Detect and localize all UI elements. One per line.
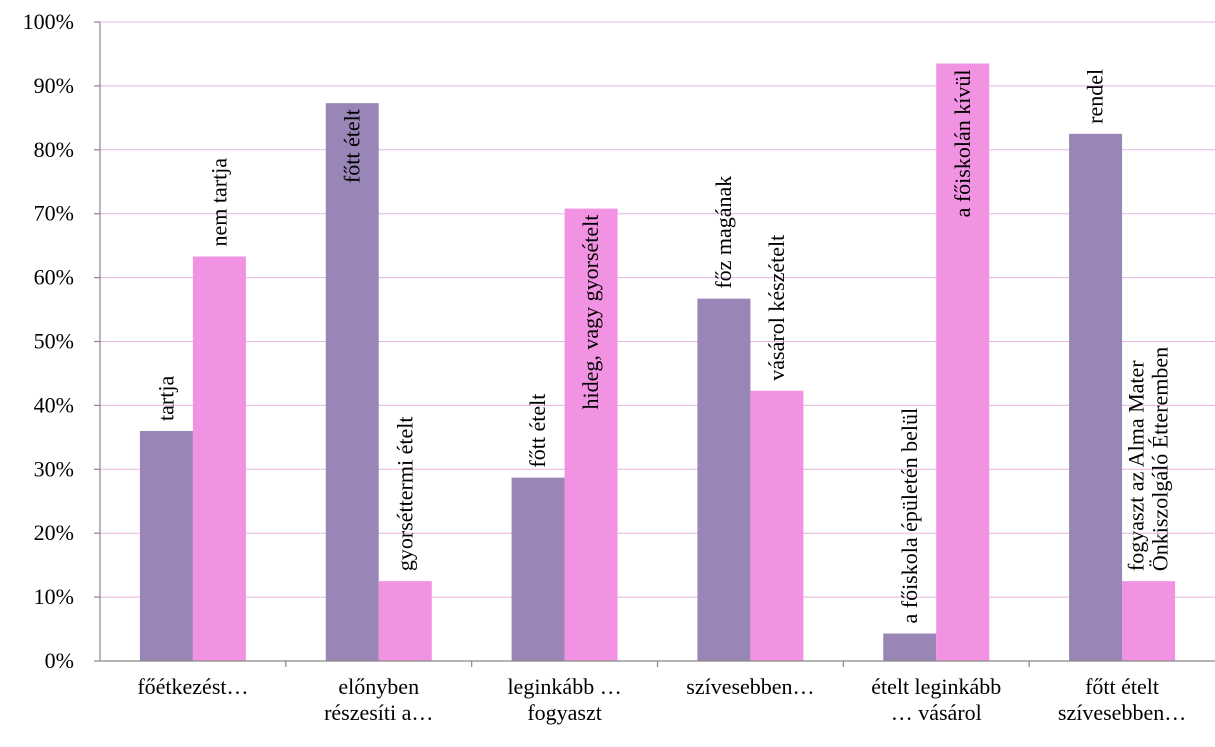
x-tick-label-line: fogyaszt: [527, 700, 602, 725]
bar: [1069, 133, 1123, 661]
x-tick-label-line: főtt ételt: [1085, 674, 1159, 699]
bar-data-label-line: főtt ételt: [339, 109, 364, 183]
bar-data-label-line: Önkiszolgáló Étteremben: [1148, 347, 1173, 571]
x-tick-label: előnyben részesíti a…: [324, 674, 433, 725]
y-tick-label: 90%: [34, 73, 74, 98]
y-tick-label: 10%: [34, 584, 74, 609]
x-tick-label: ételt leginkább… vásárol: [871, 674, 1001, 725]
bar: [1122, 581, 1176, 661]
bar-data-label-line: tartja: [153, 376, 178, 421]
bar-data-label: a főiskolán kívül: [950, 70, 975, 218]
y-tick-label: 40%: [34, 392, 74, 417]
x-tick-labels: főétkezést… előnyben részesíti a… leginkább…: [137, 674, 1186, 725]
y-tick-label: 0%: [45, 648, 74, 673]
bar-labels: tartja főtt ételt főtt ételt főz magának a f…: [153, 69, 1172, 624]
y-tick-label: 100%: [23, 9, 74, 34]
bar-data-label: tartja: [153, 376, 178, 421]
bar-data-label: hideg, vagy gyorsételt: [578, 215, 603, 410]
y-tick-label: 70%: [34, 201, 74, 226]
x-tick-label: főtt ételt szívesebben…: [1058, 674, 1186, 725]
bar: [883, 633, 937, 661]
x-tick-label: főétkezést…: [137, 674, 248, 699]
bar-data-label: a főiskola épületén belül: [897, 408, 922, 624]
bar-data-label: fogyaszt az Alma MaterÖnkiszolgáló Étter…: [1124, 347, 1173, 571]
bar-data-label: gyorséttermi ételt: [392, 417, 417, 572]
x-tick-label: leginkább … fogyaszt: [507, 674, 621, 725]
x-tick-label-line: szívesebben…: [1058, 700, 1186, 725]
bar-data-label-line: főtt ételt: [525, 394, 550, 468]
y-tick-label: 50%: [34, 329, 74, 354]
x-tick-label-line: részesíti a…: [324, 700, 433, 725]
bar-data-label-line: nem tartja: [206, 158, 231, 247]
y-tick-labels: 0% 10% 20% 30% 40% 50% 60% 70% 80% 90% 100%: [23, 9, 74, 673]
bar-data-label-line: a főiskola épületén belül: [897, 408, 922, 624]
bar-data-label: nem tartja: [206, 158, 231, 247]
y-tick-label: 60%: [34, 265, 74, 290]
bar: [139, 430, 193, 661]
bar-data-label-line: vásárol készételt: [764, 235, 789, 381]
bars: [139, 63, 1176, 662]
x-tick-label: szívesebben…: [686, 674, 814, 699]
bar: [325, 103, 379, 661]
y-tick-label: 20%: [34, 520, 74, 545]
bar: [936, 63, 990, 662]
bar-data-label: főz magának: [711, 176, 736, 289]
gridlines: [100, 21, 1215, 598]
x-tick-label-line: előnyben: [338, 674, 419, 699]
bar: [511, 477, 565, 661]
bar-data-label: rendel: [1083, 69, 1108, 124]
bar: [564, 208, 618, 661]
x-tick-label-line: szívesebben…: [686, 674, 814, 699]
x-tick-label-line: ételt leginkább: [871, 674, 1001, 699]
y-tick-label: 30%: [34, 456, 74, 481]
bar: [192, 256, 246, 661]
bar-data-label-line: hideg, vagy gyorsételt: [578, 215, 603, 410]
y-tick-label: 80%: [34, 137, 74, 162]
bar-data-label: vásárol készételt: [764, 235, 789, 381]
x-tick-label-line: főétkezést…: [137, 674, 248, 699]
bar-data-label-line: rendel: [1083, 69, 1108, 124]
bar-data-label: főtt ételt: [525, 394, 550, 468]
bar-data-label-line: a főiskolán kívül: [950, 70, 975, 218]
x-tick-label-line: leginkább …: [507, 674, 621, 699]
bar: [378, 581, 432, 661]
bar-data-label-line: fogyaszt az Alma Mater: [1124, 360, 1149, 571]
x-tick-label-line: … vásárol: [891, 700, 982, 725]
axes: [94, 21, 1215, 667]
bar-data-label-line: főz magának: [711, 176, 736, 289]
bar: [750, 390, 804, 661]
bar-data-label-line: gyorséttermi ételt: [392, 417, 417, 572]
bar-data-label: főtt ételt: [339, 109, 364, 183]
bar: [697, 298, 751, 661]
